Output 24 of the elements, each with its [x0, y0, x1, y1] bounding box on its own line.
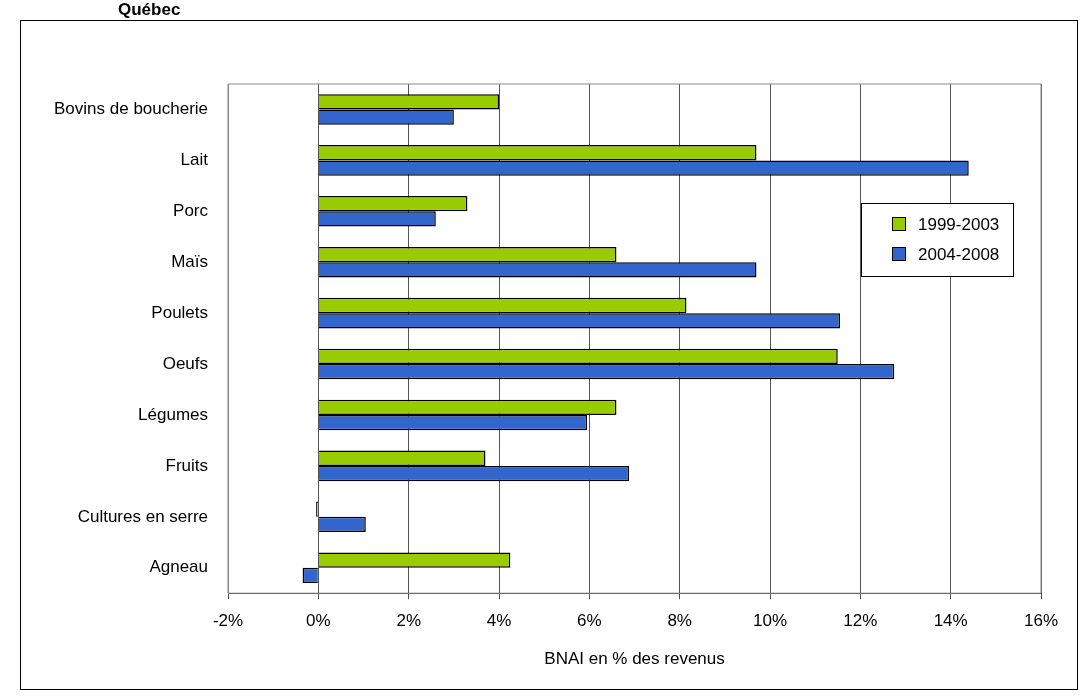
x-tick-label: 10% [753, 611, 788, 631]
legend-label: 2004-2008 [917, 244, 1000, 266]
x-tick-label: 6% [577, 611, 602, 631]
y-tick-label: Bovins de boucherie [54, 99, 209, 119]
y-tick-label: Cultures en serre [77, 506, 209, 526]
y-tick-label: Agneau [149, 557, 209, 577]
y-tick-label: Lait [180, 150, 209, 170]
x-axis-title: BNAI en % des revenus [544, 649, 725, 669]
x-tick-label: 0% [306, 611, 331, 631]
x-tick-label: 8% [667, 611, 692, 631]
x-tick-label: -2% [212, 611, 244, 631]
y-tick-label: Légumes [138, 404, 209, 424]
x-tick-label: 2% [396, 611, 421, 631]
legend-label: 1999-2003 [917, 214, 1000, 236]
x-tick-label: 12% [843, 611, 878, 631]
y-tick-label: Oeufs [162, 353, 209, 373]
y-tick-label: Maïs [171, 251, 209, 271]
x-tick-label: 14% [933, 611, 968, 631]
x-tick-label: 4% [486, 611, 512, 631]
y-tick-label: Poulets [151, 302, 209, 322]
x-tick-label: 16% [1023, 611, 1059, 631]
y-tick-label: Porc [173, 200, 209, 220]
y-tick-label: Fruits [165, 455, 209, 475]
chart-title: Québec [118, 0, 181, 20]
